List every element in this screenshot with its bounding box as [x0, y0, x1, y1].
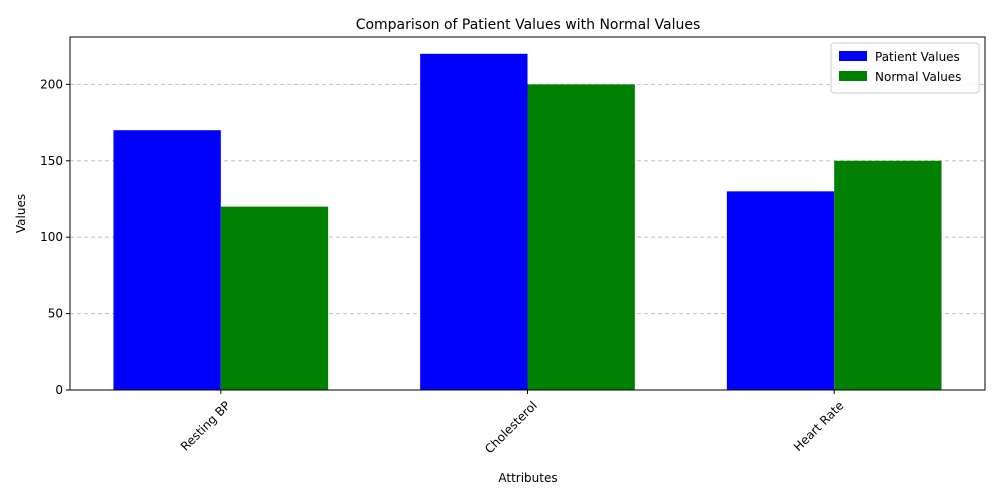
y-tick-label: 50 [48, 307, 63, 321]
bar-normal-values-cholesterol [527, 84, 635, 391]
bars [113, 53, 942, 391]
chart-title: Comparison of Patient Values with Normal… [356, 17, 701, 33]
bar-normal-values-heart-rate [834, 160, 942, 390]
legend-label: Patient Values [875, 50, 960, 64]
legend-label: Normal Values [875, 70, 961, 84]
legend: Patient Values Normal Values [830, 42, 980, 94]
x-tick-label: Cholesterol [482, 398, 540, 456]
y-axis-title: Values [14, 194, 28, 233]
y-tick-label: 0 [55, 383, 63, 397]
bar-patient-values-heart-rate [726, 191, 835, 390]
y-tick-label: 100 [40, 230, 63, 244]
y-tick-label: 200 [40, 77, 63, 91]
x-tick-label: Heart Rate [791, 398, 847, 454]
x-tick-label: Resting BP [178, 398, 233, 453]
y-axis: 0 50 100 150 200 [40, 77, 70, 397]
bar-patient-values-cholesterol [420, 53, 528, 391]
bar-patient-values-resting-bp [113, 130, 221, 391]
legend-swatch [839, 71, 867, 81]
legend-swatch [839, 51, 867, 61]
y-tick-label: 150 [40, 154, 63, 168]
x-axis-title: Attributes [498, 471, 557, 485]
x-axis: Resting BP Cholesterol Heart Rate [178, 390, 847, 456]
legend-box [830, 42, 980, 94]
bar-normal-values-resting-bp [220, 206, 329, 390]
